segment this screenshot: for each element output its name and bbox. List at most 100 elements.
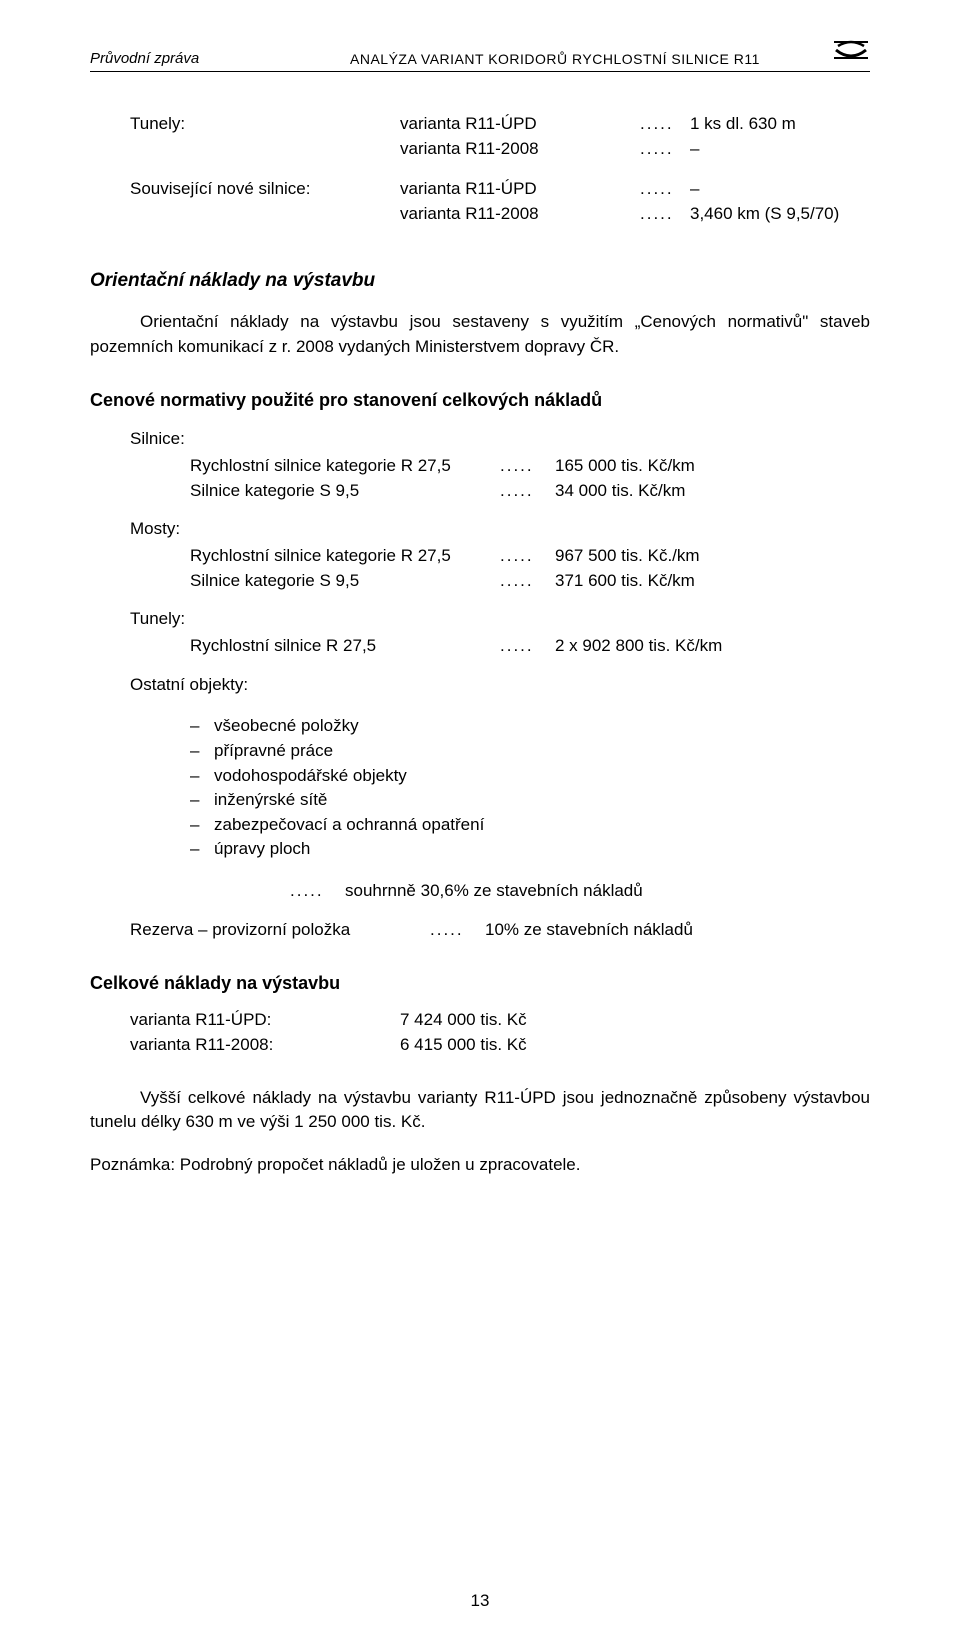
data-row: Silnice kategorie S 9,5 ..... 371 600 ti… — [190, 569, 870, 594]
row-value: 967 500 tis. Kč./km — [555, 544, 870, 569]
dots: ..... — [640, 112, 690, 137]
total-row: varianta R11-ÚPD: 7 424 000 tis. Kč — [130, 1008, 870, 1033]
variant-name: varianta R11-2008 — [400, 202, 640, 227]
ostatni-sum-value: souhrnně 30,6% ze stavebních nákladů — [345, 879, 870, 904]
data-row: Rychlostní silnice kategorie R 27,5 ....… — [190, 544, 870, 569]
variant-name: varianta R11-ÚPD — [400, 112, 640, 137]
dots: ..... — [640, 202, 690, 227]
dots: ..... — [640, 177, 690, 202]
ostatni-list: –všeobecné položky –přípravné práce –vod… — [190, 714, 870, 862]
rezerva-value: 10% ze stavebních nákladů — [485, 918, 870, 943]
value-line: varianta R11-2008 ..... – — [400, 137, 870, 162]
list-item: –všeobecné položky — [190, 714, 870, 739]
normativy-heading: Cenové normativy použité pro stanovení c… — [90, 387, 870, 413]
total-name: varianta R11-2008: — [130, 1033, 400, 1058]
total-row: varianta R11-2008: 6 415 000 tis. Kč — [130, 1033, 870, 1058]
list-item: –vodohospodářské objekty — [190, 764, 870, 789]
dots: ..... — [500, 479, 555, 504]
list-item: –úpravy ploch — [190, 837, 870, 862]
data-row: Rychlostní silnice kategorie R 27,5 ....… — [190, 454, 870, 479]
row-value: 34 000 tis. Kč/km — [555, 479, 870, 504]
list-item-text: přípravné práce — [214, 739, 870, 764]
list-item-text: úpravy ploch — [214, 837, 870, 862]
rezerva-name: Rezerva – provizorní položka — [130, 918, 430, 943]
orientation-para: Orientační náklady na výstavbu jsou sest… — [90, 310, 870, 359]
celkove-block: Celkové náklady na výstavbu varianta R11… — [90, 970, 870, 1057]
footer-para-2: Poznámka: Podrobný propočet nákladů je u… — [90, 1153, 870, 1178]
variant-value: 1 ks dl. 630 m — [690, 112, 870, 137]
page-header: Průvodní zpráva ANALÝZA VARIANT KORIDORŮ… — [90, 40, 870, 72]
orientation-heading: Orientační náklady na výstavbu — [90, 267, 870, 295]
page: Průvodní zpráva ANALÝZA VARIANT KORIDORŮ… — [0, 0, 960, 1635]
dash-icon: – — [190, 739, 214, 764]
dots: ..... — [500, 454, 555, 479]
value-line: varianta R11-ÚPD ..... – — [400, 177, 870, 202]
list-item-text: inženýrské sítě — [214, 788, 870, 813]
variant-name: varianta R11-ÚPD — [400, 177, 640, 202]
total-value: 7 424 000 tis. Kč — [400, 1008, 870, 1033]
variant-value: – — [690, 137, 870, 162]
logo-icon — [832, 40, 870, 67]
total-value: 6 415 000 tis. Kč — [400, 1033, 870, 1058]
group-tunely: Tunely: Rychlostní silnice R 27,5 ..... … — [90, 607, 870, 658]
intro-block: Tunely: varianta R11-ÚPD ..... 1 ks dl. … — [90, 112, 870, 227]
list-item-text: všeobecné položky — [214, 714, 870, 739]
page-content: Tunely: varianta R11-ÚPD ..... 1 ks dl. … — [90, 72, 870, 1178]
dash-icon: – — [190, 813, 214, 838]
group-mosty: Mosty: Rychlostní silnice kategorie R 27… — [90, 517, 870, 593]
dots: ..... — [640, 137, 690, 162]
value-line: varianta R11-2008 ..... 3,460 km (S 9,5/… — [400, 202, 870, 227]
dash-icon: – — [190, 764, 214, 789]
dots: ..... — [290, 879, 345, 904]
dash-icon: – — [190, 837, 214, 862]
tunely-label: Tunely: — [130, 112, 400, 161]
row-name: Rychlostní silnice kategorie R 27,5 — [190, 454, 500, 479]
souvisejici-values: varianta R11-ÚPD ..... – varianta R11-20… — [400, 177, 870, 226]
list-item: –přípravné práce — [190, 739, 870, 764]
group-ostatni: Ostatní objekty: –všeobecné položky –pří… — [90, 673, 870, 904]
data-row: Silnice kategorie S 9,5 ..... 34 000 tis… — [190, 479, 870, 504]
row-name: Silnice kategorie S 9,5 — [190, 569, 500, 594]
dots: ..... — [500, 544, 555, 569]
total-name: varianta R11-ÚPD: — [130, 1008, 400, 1033]
souvisejici-label: Související nové silnice: — [130, 177, 400, 226]
header-center: ANALÝZA VARIANT KORIDORŮ RYCHLOSTNÍ SILN… — [350, 51, 820, 67]
ostatni-sum-row: ..... souhrnně 30,6% ze stavebních nákla… — [290, 879, 870, 904]
dots: ..... — [500, 634, 555, 659]
rezerva-row: Rezerva – provizorní položka ..... 10% z… — [130, 918, 870, 943]
row-name: Rychlostní silnice R 27,5 — [190, 634, 500, 659]
normativy-block: Cenové normativy použité pro stanovení c… — [90, 387, 870, 942]
row-value: 165 000 tis. Kč/km — [555, 454, 870, 479]
dash-icon: – — [190, 788, 214, 813]
group-silnice: Silnice: Rychlostní silnice kategorie R … — [90, 427, 870, 503]
dots: ..... — [500, 569, 555, 594]
header-center-rest: NALÝZA VARIANT KORIDORŮ RYCHLOSTNÍ SILNI… — [360, 51, 760, 67]
group-title: Tunely: — [130, 607, 870, 632]
footer-para-1: Vyšší celkové náklady na výstavbu varian… — [90, 1086, 870, 1135]
dots: ..... — [430, 918, 485, 943]
footer-paras: Vyšší celkové náklady na výstavbu varian… — [90, 1086, 870, 1178]
list-item-text: vodohospodářské objekty — [214, 764, 870, 789]
page-number: 13 — [0, 1591, 960, 1611]
row-value: 2 x 902 800 tis. Kč/km — [555, 634, 870, 659]
dash-icon: – — [190, 714, 214, 739]
list-item-text: zabezpečovací a ochranná opatření — [214, 813, 870, 838]
variant-value: – — [690, 177, 870, 202]
group-title: Mosty: — [130, 517, 870, 542]
group-title: Silnice: — [130, 427, 870, 452]
value-line: varianta R11-ÚPD ..... 1 ks dl. 630 m — [400, 112, 870, 137]
variant-name: varianta R11-2008 — [400, 137, 640, 162]
tunely-row: Tunely: varianta R11-ÚPD ..... 1 ks dl. … — [130, 112, 870, 161]
souvisejici-row: Související nové silnice: varianta R11-Ú… — [130, 177, 870, 226]
row-name: Rychlostní silnice kategorie R 27,5 — [190, 544, 500, 569]
group-title: Ostatní objekty: — [130, 673, 870, 698]
tunely-values: varianta R11-ÚPD ..... 1 ks dl. 630 m va… — [400, 112, 870, 161]
row-value: 371 600 tis. Kč/km — [555, 569, 870, 594]
header-left: Průvodní zpráva — [90, 50, 350, 67]
variant-value: 3,460 km (S 9,5/70) — [690, 202, 870, 227]
data-row: Rychlostní silnice R 27,5 ..... 2 x 902 … — [190, 634, 870, 659]
header-right — [820, 40, 870, 67]
orientation-block: Orientační náklady na výstavbu Orientačn… — [90, 267, 870, 360]
list-item: –inženýrské sítě — [190, 788, 870, 813]
celkove-heading: Celkové náklady na výstavbu — [90, 970, 870, 996]
